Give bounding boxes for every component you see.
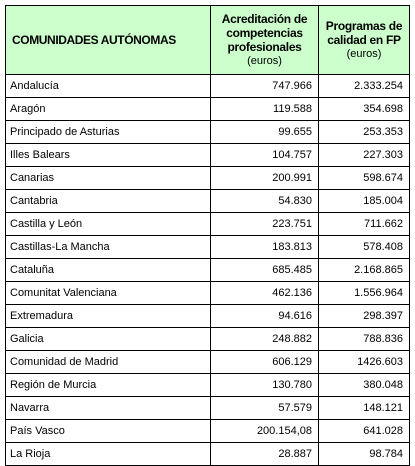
region-name: Comunitat Valenciana — [5, 281, 211, 305]
calidad-value: 1426.603 — [318, 350, 410, 374]
table-row: Castillas-La Mancha 183.813 578.408 — [5, 235, 410, 259]
region-name: Aragón — [5, 97, 211, 121]
region-name: Galicia — [5, 327, 211, 351]
region-name: Castilla y León — [5, 212, 211, 236]
table-row: Comunidad de Madrid 606.129 1426.603 — [5, 350, 410, 374]
table-body: Andalucía 747.966 2.333.254 Aragón 119.5… — [5, 74, 410, 466]
header-acreditacion: Acreditación de competencias profesional… — [210, 5, 319, 75]
acreditacion-value: 130.780 — [210, 373, 319, 397]
region-name: Región de Murcia — [5, 373, 211, 397]
table-header: COMUNIDADES AUTÓNOMAS Acreditación de co… — [5, 5, 410, 75]
table-row: Andalucía 747.966 2.333.254 — [5, 74, 410, 98]
region-name: Extremadura — [5, 304, 211, 328]
acreditacion-value: 200.154,08 — [210, 419, 319, 443]
calidad-value: 185.004 — [318, 189, 410, 213]
table-row: Aragón 119.588 354.698 — [5, 97, 410, 121]
calidad-value: 354.698 — [318, 97, 410, 121]
region-name: Principado de Asturias — [5, 120, 211, 144]
table-row: Comunitat Valenciana 462.136 1.556.964 — [5, 281, 410, 305]
region-name: Illes Balears — [5, 143, 211, 167]
acreditacion-value: 223.751 — [210, 212, 319, 236]
region-name: Andalucía — [5, 74, 211, 98]
calidad-value: 2.168.865 — [318, 258, 410, 282]
calidad-value: 598.674 — [318, 166, 410, 190]
calidad-value: 98.784 — [318, 442, 410, 466]
calidad-value: 227.303 — [318, 143, 410, 167]
acreditacion-value: 104.757 — [210, 143, 319, 167]
region-name: Cataluña — [5, 258, 211, 282]
table-row: Illes Balears 104.757 227.303 — [5, 143, 410, 167]
calidad-value: 578.408 — [318, 235, 410, 259]
acreditacion-value: 462.136 — [210, 281, 319, 305]
acreditacion-value: 747.966 — [210, 74, 319, 98]
region-name: Castillas-La Mancha — [5, 235, 211, 259]
acreditacion-value: 119.588 — [210, 97, 319, 121]
calidad-value: 380.048 — [318, 373, 410, 397]
header-row: COMUNIDADES AUTÓNOMAS Acreditación de co… — [5, 5, 410, 75]
header-acreditacion-title: Acreditación de competencias profesional… — [221, 12, 308, 54]
calidad-value: 253.353 — [318, 120, 410, 144]
acreditacion-value: 57.579 — [210, 396, 319, 420]
table-row: La Rioja 28.887 98.784 — [5, 442, 410, 466]
table-row: Región de Murcia 130.780 380.048 — [5, 373, 410, 397]
table-row: Castilla y León 223.751 711.662 — [5, 212, 410, 236]
acreditacion-value: 200.991 — [210, 166, 319, 190]
acreditacion-value: 54.830 — [210, 189, 319, 213]
region-name: Cantabria — [5, 189, 211, 213]
header-calidad-unit: (euros) — [346, 48, 382, 60]
calidad-value: 788.836 — [318, 327, 410, 351]
acreditacion-value: 685.485 — [210, 258, 319, 282]
acreditacion-value: 248.882 — [210, 327, 319, 351]
calidad-value: 2.333.254 — [318, 74, 410, 98]
region-name: La Rioja — [5, 442, 211, 466]
table-row: Galicia 248.882 788.836 — [5, 327, 410, 351]
calidad-value: 641.028 — [318, 419, 410, 443]
header-calidad-title: Programas de calidad en FP — [325, 19, 403, 47]
calidad-value: 1.556.964 — [318, 281, 410, 305]
table-row: Cantabria 54.830 185.004 — [5, 189, 410, 213]
calidad-value: 298.397 — [318, 304, 410, 328]
calidad-value: 711.662 — [318, 212, 410, 236]
table-row: País Vasco 200.154,08 641.028 — [5, 419, 410, 443]
acreditacion-value: 606.129 — [210, 350, 319, 374]
region-name: Canarias — [5, 166, 211, 190]
table-row: Extremadura 94.616 298.397 — [5, 304, 410, 328]
table-row: Principado de Asturias 99.655 253.353 — [5, 120, 410, 144]
region-name: Comunidad de Madrid — [5, 350, 211, 374]
header-regions: COMUNIDADES AUTÓNOMAS — [5, 5, 211, 75]
header-calidad: Programas de calidad en FP (euros) — [318, 5, 410, 75]
table-row: Navarra 57.579 148.121 — [5, 396, 410, 420]
table-row: Cataluña 685.485 2.168.865 — [5, 258, 410, 282]
table-row: Canarias 200.991 598.674 — [5, 166, 410, 190]
calidad-value: 148.121 — [318, 396, 410, 420]
acreditacion-value: 28.887 — [210, 442, 319, 466]
region-name: País Vasco — [5, 419, 211, 443]
acreditacion-value: 99.655 — [210, 120, 319, 144]
header-acreditacion-unit: (euros) — [247, 55, 282, 67]
acreditacion-value: 183.813 — [210, 235, 319, 259]
budget-table: COMUNIDADES AUTÓNOMAS Acreditación de co… — [5, 5, 410, 466]
acreditacion-value: 94.616 — [210, 304, 319, 328]
region-name: Navarra — [5, 396, 211, 420]
